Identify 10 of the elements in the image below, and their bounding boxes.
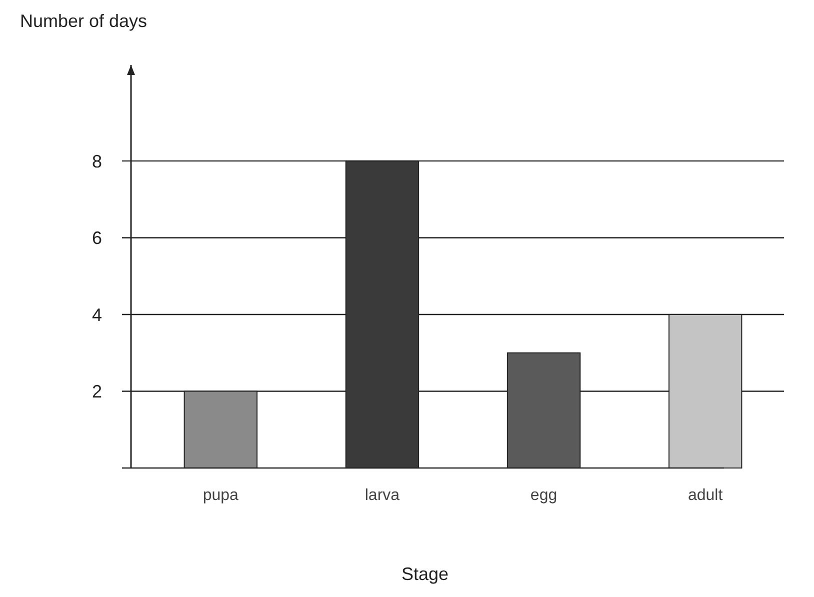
x-axis-title: Stage [401, 564, 449, 584]
y-tick-label: 6 [92, 228, 102, 248]
x-tick-label: adult [688, 487, 724, 504]
x-tick-label: larva [364, 487, 400, 504]
y-tick-label: 2 [92, 382, 102, 402]
x-tick-label: pupa [202, 487, 239, 504]
y-axis-title: Number of days [20, 11, 148, 31]
x-tick-label: egg [530, 487, 558, 504]
y-tick-label: 8 [92, 151, 102, 172]
y-tick-label: 4 [92, 304, 102, 325]
